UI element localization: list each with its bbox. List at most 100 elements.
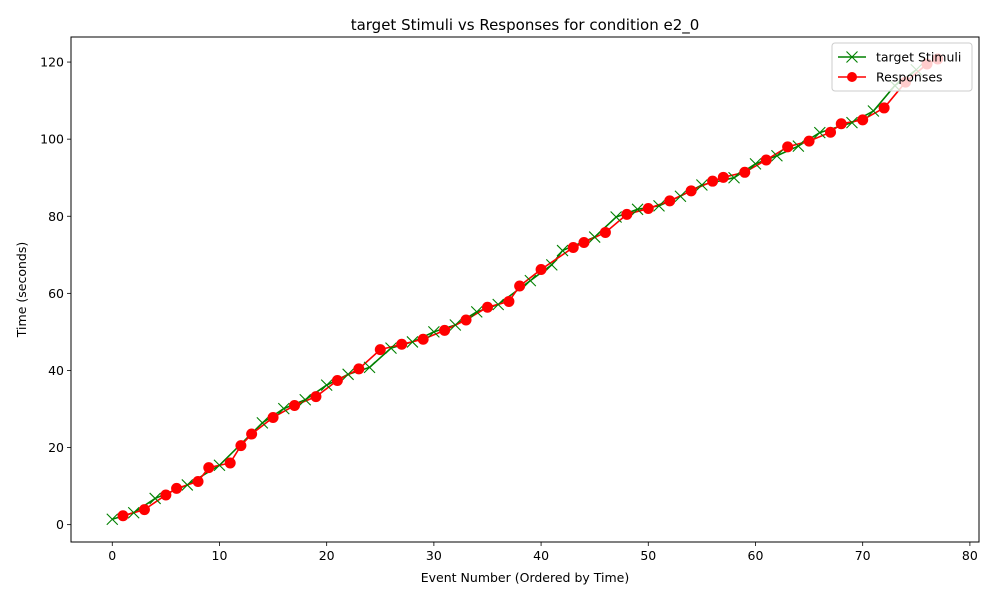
- target-stimuli-point: [149, 492, 162, 505]
- target-stimuli-point: [813, 126, 826, 139]
- x-tick-label: 20: [319, 548, 335, 563]
- responses-point: [396, 338, 408, 350]
- target-stimuli-point: [427, 326, 440, 338]
- x-tick-label: 40: [533, 548, 549, 563]
- target-stimuli-point: [749, 157, 762, 170]
- target-stimuli-point: [867, 105, 880, 117]
- responses-point: [235, 440, 247, 452]
- target-stimuli-point: [728, 171, 740, 184]
- responses-point: [138, 504, 150, 516]
- target-stimuli-point: [610, 211, 623, 223]
- target-stimuli-point: [256, 416, 269, 429]
- responses-point: [878, 102, 890, 114]
- responses-point: [578, 236, 590, 248]
- responses-point: [803, 135, 815, 147]
- responses-point: [782, 141, 794, 153]
- responses-point: [289, 400, 301, 412]
- target-stimuli-point: [127, 506, 140, 519]
- y-tick-label: 60: [48, 286, 64, 301]
- responses-point: [481, 301, 493, 313]
- x-tick-label: 70: [855, 548, 871, 563]
- x-tick-label: 60: [748, 548, 764, 563]
- target-stimuli-point: [449, 319, 462, 331]
- legend: target Stimuli Responses: [831, 42, 973, 92]
- responses-point: [353, 363, 365, 375]
- y-tick-label: 100: [40, 132, 64, 147]
- target-stimuli-point: [213, 459, 226, 472]
- target-stimuli-point: [385, 342, 397, 354]
- target-stimuli-point: [653, 199, 665, 212]
- x-tick-label: 50: [640, 548, 656, 563]
- legend-marker-target-stimuli: [846, 51, 858, 63]
- target-stimuli-point: [470, 305, 483, 318]
- responses-point: [825, 126, 837, 138]
- responses-point: [685, 185, 697, 197]
- responses-point: [417, 333, 429, 345]
- target-stimuli-point: [792, 140, 805, 152]
- y-tick-label: 0: [56, 517, 64, 532]
- target-stimuli-point: [363, 361, 376, 374]
- plot-area: [106, 53, 944, 526]
- target-stimuli-point: [492, 298, 505, 311]
- y-axis: 0 20 40 60 80 100 120: [40, 55, 71, 532]
- responses-point: [160, 489, 172, 501]
- target-stimuli-point: [406, 336, 419, 348]
- chart-title: target Stimuli vs Responses for conditio…: [351, 16, 700, 35]
- responses-point: [171, 482, 183, 494]
- responses-point: [664, 195, 676, 207]
- legend-marker-responses: [847, 72, 857, 82]
- x-axis: 0 10 20 30 40 50 60 70 80: [108, 542, 978, 563]
- y-tick-label: 120: [40, 55, 64, 70]
- responses-point: [331, 374, 343, 386]
- responses-point: [514, 280, 526, 292]
- responses-point: [117, 510, 129, 522]
- y-tick-label: 40: [48, 363, 64, 378]
- responses-point: [310, 391, 322, 403]
- target-stimuli-point: [588, 231, 601, 243]
- target-stimuli-point: [771, 149, 783, 162]
- target-stimuli-point: [299, 393, 312, 406]
- responses-point: [857, 114, 869, 126]
- x-axis-label: Event Number (Ordered by Time): [421, 570, 629, 585]
- axes-frame: [70, 36, 980, 543]
- x-tick-label: 10: [212, 548, 228, 563]
- x-tick-label: 0: [108, 548, 116, 563]
- responses-point: [621, 208, 633, 220]
- responses-point: [246, 428, 258, 440]
- legend-label-target-stimuli: target Stimuli: [876, 50, 961, 65]
- responses-point: [192, 475, 204, 487]
- responses-point: [760, 154, 772, 166]
- responses-point: [599, 226, 611, 238]
- responses-point: [460, 314, 472, 326]
- responses-point: [567, 241, 579, 253]
- responses-point: [439, 324, 451, 336]
- legend-label-responses: Responses: [876, 70, 943, 85]
- target-stimuli-point: [106, 513, 119, 526]
- responses-point: [739, 166, 751, 178]
- responses-point: [203, 462, 215, 474]
- responses-point: [835, 118, 847, 130]
- y-tick-label: 80: [48, 209, 64, 224]
- target-stimuli-point: [524, 274, 537, 287]
- responses-point: [503, 295, 515, 307]
- responses-point: [224, 457, 236, 469]
- x-tick-label: 80: [962, 548, 978, 563]
- y-tick-label: 20: [48, 440, 64, 455]
- responses-point: [374, 344, 386, 356]
- responses-point: [267, 411, 279, 423]
- responses-point: [642, 203, 654, 215]
- responses-point: [535, 263, 547, 275]
- target-stimuli-point: [556, 244, 569, 257]
- target-stimuli-point: [631, 203, 644, 216]
- target-stimuli-point: [277, 402, 290, 415]
- target-stimuli-point: [320, 379, 333, 391]
- target-stimuli-point: [545, 258, 558, 271]
- y-axis-label: Time (seconds): [14, 242, 29, 338]
- legend-box: [831, 42, 973, 92]
- target-stimuli-point: [674, 190, 687, 203]
- responses-point: [707, 175, 719, 187]
- responses-point: [717, 171, 729, 183]
- target-stimuli-point: [342, 368, 355, 381]
- target-stimuli-point: [846, 116, 858, 129]
